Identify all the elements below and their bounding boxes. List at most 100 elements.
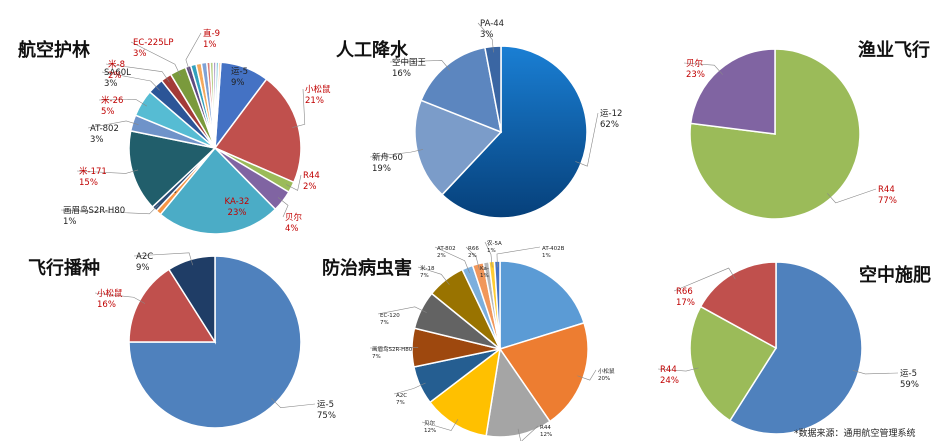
leader-line-0-8 <box>87 120 139 129</box>
leader-line-0-3 <box>277 197 289 218</box>
slice-label-0-0: 运-5 <box>231 67 248 77</box>
slice-percent-4-10: 1% <box>480 273 489 279</box>
leader-line-2-0 <box>827 188 877 204</box>
slice-percent-0-7: 15% <box>79 178 98 188</box>
leader-line-0-7 <box>76 169 139 174</box>
slice-percent-0-12: 3% <box>133 49 147 59</box>
leader-line-2-1 <box>683 62 723 75</box>
pie-forest-protection: 运-59%小松鼠21%R442%贝尔4%KA-3223%运-121%画眉鸟S2R… <box>60 28 331 235</box>
slice-label-0-4: KA-32 <box>225 197 250 207</box>
leader-line-4-3 <box>421 419 459 431</box>
leader-line-4-1 <box>577 369 597 381</box>
slice-label-4-12: AT-402B <box>542 246 565 252</box>
slice-percent-0-11: 2% <box>108 71 122 81</box>
slice-label-1-0: 运-12 <box>600 109 622 119</box>
slice-percent-1-0: 62% <box>600 120 619 130</box>
slice-percent-0-8: 3% <box>90 135 104 145</box>
slice-label-0-6: 画眉鸟S2R-H80 <box>63 205 125 216</box>
leader-line-0-2 <box>286 174 302 191</box>
leader-line-0-6 <box>60 204 159 215</box>
slice-percent-1-3: 3% <box>480 30 494 40</box>
leader-line-3-0 <box>271 398 316 408</box>
slice-percent-0-13: 1% <box>203 40 217 50</box>
leader-line-4-6 <box>377 306 427 315</box>
slice-label-0-1: 小松鼠 <box>305 84 331 95</box>
leader-line-4-9 <box>465 246 480 270</box>
slice-label-2-1: 贝尔 <box>686 58 704 69</box>
leader-line-4-5 <box>369 347 419 349</box>
pie-slice-0-4 <box>159 146 277 235</box>
slice-label-0-2: R44 <box>303 171 320 181</box>
leader-line-5-1 <box>657 367 699 372</box>
slice-percent-4-11: 1% <box>487 248 496 254</box>
slice-percent-3-2: 9% <box>136 263 150 273</box>
leader-line-4-2 <box>517 425 539 441</box>
leader-line-4-8 <box>434 246 470 274</box>
leader-line-5-2 <box>673 267 736 292</box>
data-source-note: *数据来源：通用航空管理系统 <box>794 427 916 439</box>
slice-percent-2-1: 23% <box>686 70 705 80</box>
slice-label-0-11: 米-8 <box>108 59 125 70</box>
chart-title-aerial-seeding: 飞行播种 <box>28 257 100 279</box>
slice-percent-2-0: 77% <box>878 196 897 206</box>
slice-percent-1-2: 16% <box>392 69 411 79</box>
slice-percent-4-6: 7% <box>380 320 389 326</box>
slice-label-1-2: 空中国王 <box>392 57 427 68</box>
leader-line-1-3 <box>477 22 494 53</box>
slice-label-4-5: 画眉鸟S2R-H80 <box>372 345 413 353</box>
slice-label-0-13: 直-9 <box>203 28 220 39</box>
slice-percent-4-1: 20% <box>598 376 610 382</box>
slice-label-5-2: R66 <box>676 287 693 297</box>
slice-label-4-10: Ka-32 <box>480 266 496 272</box>
slice-label-5-0: 运-5 <box>900 369 917 379</box>
slice-label-4-7: 米-18 <box>420 264 435 272</box>
slice-percent-3-0: 75% <box>317 411 336 421</box>
slice-label-2-0: R44 <box>878 185 895 195</box>
slice-percent-5-1: 24% <box>660 376 679 386</box>
leader-line-0-13 <box>185 32 202 73</box>
slice-percent-3-1: 16% <box>97 300 116 310</box>
slice-label-4-6: EC-120 <box>380 313 400 319</box>
chart-title-artificial-precipitation: 人工降水 <box>336 39 409 61</box>
slice-percent-0-6: 1% <box>63 217 77 227</box>
leader-line-4-4 <box>393 382 426 395</box>
leader-line-1-0 <box>575 112 599 167</box>
leader-line-1-2 <box>389 60 451 71</box>
slice-label-4-8: AT-802 <box>437 246 456 252</box>
slice-percent-0-1: 21% <box>305 96 324 106</box>
leader-line-4-12 <box>496 246 541 268</box>
slice-label-4-2: R44 <box>540 425 551 431</box>
slice-percent-0-9: 5% <box>101 107 115 117</box>
pie-slice-2-1 <box>689 48 776 135</box>
pie-slice-0-21 <box>214 61 222 149</box>
slice-percent-1-1: 19% <box>372 164 391 174</box>
slice-label-0-3: 贝尔 <box>285 212 303 223</box>
slice-percent-4-5: 7% <box>372 354 381 360</box>
leader-line-3-1 <box>94 292 146 304</box>
slice-label-4-9: R66 <box>468 246 479 252</box>
leader-line-0-12 <box>130 41 181 76</box>
chart-title-pest-control: 防治病虫害 <box>322 257 412 279</box>
slice-label-0-8: AT-802 <box>90 124 119 134</box>
pie-pest-control: 运-520%小松鼠20%R4412%贝尔12%A2C7%画眉鸟S2R-H807%… <box>369 239 615 441</box>
slice-label-0-10: SA60L <box>104 68 131 78</box>
leader-line-1-1 <box>369 149 424 158</box>
slice-percent-4-4: 7% <box>396 400 405 406</box>
slice-label-5-1: R44 <box>660 365 677 375</box>
slice-label-1-3: PA-44 <box>480 19 504 29</box>
slice-percent-4-3: 12% <box>424 428 436 434</box>
slice-percent-5-2: 17% <box>676 298 695 308</box>
slice-label-0-9: 米-26 <box>101 95 123 106</box>
slice-label-4-11: 农-5A <box>487 239 502 247</box>
leader-line-0-1 <box>292 88 306 128</box>
slice-percent-4-2: 12% <box>540 432 552 438</box>
pie-slice-4-0 <box>499 260 585 351</box>
slice-percent-0-0: 9% <box>231 78 245 88</box>
chart-title-forest-protection: 航空护林 <box>18 39 90 61</box>
slice-label-4-1: 小松鼠 <box>598 367 615 375</box>
slice-label-3-2: A2C <box>136 252 153 262</box>
